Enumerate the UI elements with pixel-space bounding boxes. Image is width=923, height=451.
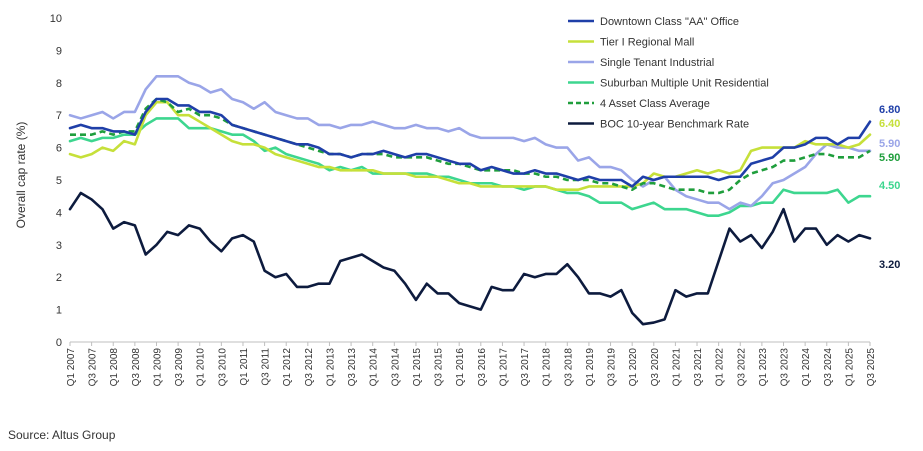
end-label-3: 4.50 [879,180,900,192]
end-label-0: 6.80 [879,104,900,116]
x-tick-label: Q3 2020 [650,348,661,387]
x-tick-label: Q1 2016 [455,348,466,387]
x-tick-label: Q1 2020 [628,348,639,387]
x-tick-label: Q3 2022 [736,348,747,387]
x-tick-label: Q1 2010 [196,348,207,387]
x-tick-label: Q3 2016 [477,348,488,387]
y-tick-label: 2 [56,272,62,284]
x-tick-label: Q1 2018 [542,348,553,387]
x-tick-label: Q3 2011 [261,348,272,386]
x-tick-label: Q3 2013 [347,348,358,387]
legend-label-3: Suburban Multiple Unit Residential [600,78,769,90]
end-label-5: 3.20 [879,259,900,271]
end-label-4: 5.90 [879,152,900,164]
series-line-5 [68,191,872,326]
legend-label-5: BOC 10-year Benchmark Rate [600,119,749,131]
legend-label-4: 4 Asset Class Average [600,98,710,110]
x-axis-ticks: Q1 2007 Q3 2007 Q1 2008 Q3 2008 Q1 2009 Q3 20… [66,342,877,386]
series-line-0 [68,97,872,188]
x-tick-label: Q3 2015 [434,348,445,387]
y-tick-label: 10 [50,13,62,25]
y-tick-label: 9 [56,45,62,57]
series-lines [68,75,872,326]
x-tick-label: Q1 2015 [412,348,423,387]
series-line-4 [70,97,871,195]
y-tick-label: 4 [56,207,62,219]
x-tick-label: Q1 2012 [282,348,293,387]
x-tick-label: Q1 2021 [671,348,682,387]
x-tick-label: Q3 2009 [174,348,185,387]
x-tick-label: Q3 2012 [304,348,315,387]
source-note: Source: Altus Group [8,428,116,442]
end-label-1: 6.40 [879,118,900,130]
y-axis-ticks: 0 1 2 3 4 5 6 7 8 9 10 [50,13,62,349]
x-tick-label: Q3 2017 [520,348,531,387]
y-tick-label: 3 [56,240,62,252]
x-tick-label: Q1 2013 [325,348,336,387]
x-tick-label: Q3 2023 [780,348,791,387]
legend-label-1: Tier I Regional Mall [600,37,694,49]
x-tick-label: Q1 2025 [844,348,855,387]
y-axis-title-group: Overall cap rate (%) [14,122,28,229]
x-tick-label: Q3 2021 [693,348,704,387]
y-tick-label: 7 [56,110,62,122]
x-tick-label: Q1 2022 [715,348,726,387]
x-tick-label: Q3 2024 [823,348,834,387]
y-tick-label: 0 [56,337,62,349]
end-label-2: 5.90 [879,138,900,150]
x-tick-label: Q1 2014 [369,348,380,387]
series-line-2 [68,75,872,211]
end-labels: 6.80 6.40 5.90 5.90 4.50 3.20 [879,104,900,271]
x-tick-label: Q1 2007 [66,348,77,387]
y-tick-label: 8 [56,78,62,90]
legend-label-2: Single Tenant Industrial [600,57,714,69]
x-tick-label: Q1 2017 [498,348,509,387]
x-tick-label: Q3 2010 [217,348,228,387]
legend: Downtown Class "AA" Office Tier I Regiona… [568,16,769,131]
y-tick-label: 1 [56,305,62,317]
x-tick-label: Q3 2025 [866,348,877,387]
x-tick-label: Q1 2024 [801,348,812,387]
x-tick-label: Q1 2011 [239,348,250,386]
x-tick-label: Q3 2014 [390,348,401,387]
x-tick-label: Q1 2019 [585,348,596,387]
x-tick-label: Q3 2007 [88,348,99,387]
y-axis-title: Overall cap rate (%) [14,122,28,229]
y-tick-label: 5 [56,175,62,187]
x-tick-label: Q1 2009 [152,348,163,387]
y-tick-label: 6 [56,143,62,155]
legend-label-0: Downtown Class "AA" Office [600,16,739,28]
series-line-1 [68,100,872,192]
x-tick-label: Q3 2018 [563,348,574,387]
x-tick-label: Q3 2008 [131,348,142,387]
x-tick-label: Q1 2023 [758,348,769,387]
x-tick-label: Q1 2008 [109,348,120,387]
x-tick-label: Q3 2019 [607,348,618,387]
